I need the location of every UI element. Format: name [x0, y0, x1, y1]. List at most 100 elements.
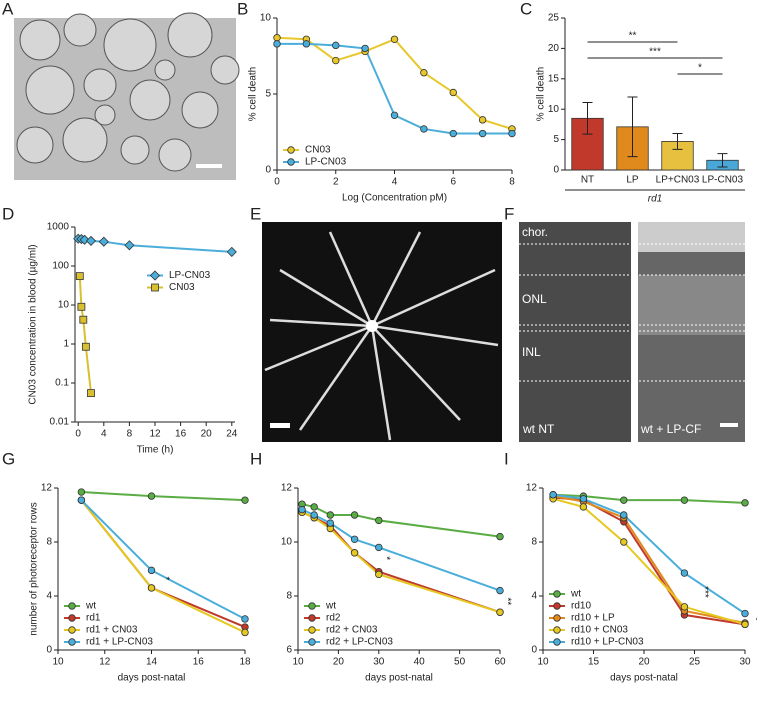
legend-label: rd1: [86, 613, 101, 624]
point: [390, 111, 399, 119]
y-tick-label: 0.01: [50, 417, 70, 428]
x-tick-label: 24: [226, 429, 238, 440]
series-line: [80, 499, 246, 628]
x-axis-label: days post-natal: [610, 673, 678, 684]
x-tick-label: 12: [99, 657, 111, 668]
y-tick-label: 12: [526, 483, 538, 494]
y-tick-label: 4: [531, 591, 537, 602]
point: [375, 516, 383, 525]
x-axis-label: Time (h): [137, 445, 174, 456]
point: [298, 505, 306, 514]
series-line: [78, 276, 92, 394]
point: [85, 235, 97, 246]
point: [680, 496, 689, 504]
significance: ***: [649, 47, 661, 58]
legend-label: CN03: [305, 145, 331, 156]
point: [420, 125, 428, 133]
legend-label: LP-CN03: [169, 270, 211, 281]
point: [326, 519, 335, 527]
point: [147, 492, 156, 500]
x-tick-label: 40: [414, 657, 426, 668]
y-tick-label: 10: [260, 13, 272, 24]
legend-marker: [553, 614, 561, 622]
y-tick-label: 5: [265, 89, 271, 100]
x-axis-label: days post-natal: [365, 673, 433, 684]
legend-marker: [68, 626, 76, 634]
x-tick-label: 12: [149, 429, 161, 440]
point: [579, 503, 588, 511]
y-tick-label: 8: [46, 537, 52, 548]
x-tick-label: 0: [274, 177, 280, 188]
x-axis-label: days post-natal: [118, 673, 186, 684]
point: [620, 538, 628, 546]
point: [496, 586, 504, 595]
x-tick-label: LP+CN03: [656, 175, 700, 186]
y-tick-label: 25: [548, 13, 560, 24]
legend-marker: [287, 146, 295, 154]
panel-label: H: [250, 449, 262, 468]
panel-label: E: [250, 204, 261, 223]
point: [332, 41, 340, 50]
x-tick-label: 30: [739, 657, 751, 668]
y-tick-label: 15: [548, 73, 560, 84]
image-label: ONL: [522, 292, 547, 306]
point: [680, 569, 689, 577]
x-tick-label: 60: [494, 657, 506, 668]
panel-label: G: [2, 449, 15, 468]
significance: ***: [699, 586, 710, 598]
y-tick-label: 6: [286, 645, 292, 656]
point: [81, 342, 90, 351]
point: [449, 88, 457, 97]
legend-label: rd2 + CN03: [326, 625, 378, 636]
legend-label: rd1 + LP-CN03: [86, 637, 153, 648]
y-tick-label: 1000: [47, 222, 70, 233]
legend-marker: [68, 638, 76, 646]
significance: *: [749, 617, 757, 621]
legend-marker: [553, 626, 561, 634]
image-label: wt + LP-CF: [640, 422, 701, 436]
y-tick-label: 8: [531, 537, 537, 548]
y-tick-label: 10: [548, 104, 560, 115]
x-tick-label: LP: [626, 175, 639, 186]
x-axis-label: Log (Concentration pM): [342, 193, 447, 204]
legend-marker: [553, 602, 561, 610]
image-label: wt NT: [522, 422, 555, 436]
point: [310, 511, 318, 519]
error-bar: [627, 96, 638, 158]
point: [449, 129, 457, 138]
legend-label: rd2: [326, 613, 341, 624]
panel-label: I: [504, 449, 509, 468]
point: [79, 315, 88, 324]
error-bar: [717, 153, 728, 168]
point: [98, 236, 109, 247]
legend-label: CN03: [169, 282, 195, 293]
point: [273, 34, 281, 42]
x-tick-label: LP-CN03: [702, 175, 744, 186]
point: [241, 628, 249, 637]
point: [549, 491, 557, 499]
x-tick-label: 0: [75, 429, 81, 440]
series-line: [81, 491, 246, 502]
x-tick-label: 20: [333, 657, 345, 668]
micrograph: [14, 12, 240, 180]
x-tick-label: 8: [127, 429, 133, 440]
y-tick-label: 8: [286, 591, 292, 602]
point: [302, 40, 311, 48]
y-tick-label: 0: [531, 645, 537, 656]
point: [361, 44, 369, 53]
point: [508, 129, 516, 138]
legend-marker: [151, 283, 159, 292]
legend-marker: [287, 158, 295, 166]
series-line: [552, 493, 746, 615]
point: [147, 584, 156, 592]
legend-marker: [68, 614, 76, 622]
x-tick-label: 10: [52, 657, 64, 668]
point: [496, 532, 504, 541]
y-tick-label: 12: [41, 483, 53, 494]
legend-marker: [149, 270, 161, 281]
x-tick-label: 4: [101, 429, 107, 440]
y-tick-label: 0: [553, 165, 559, 176]
legend-label: wt: [570, 589, 581, 600]
significance: **: [502, 598, 513, 606]
x-tick-label: 16: [175, 429, 187, 440]
